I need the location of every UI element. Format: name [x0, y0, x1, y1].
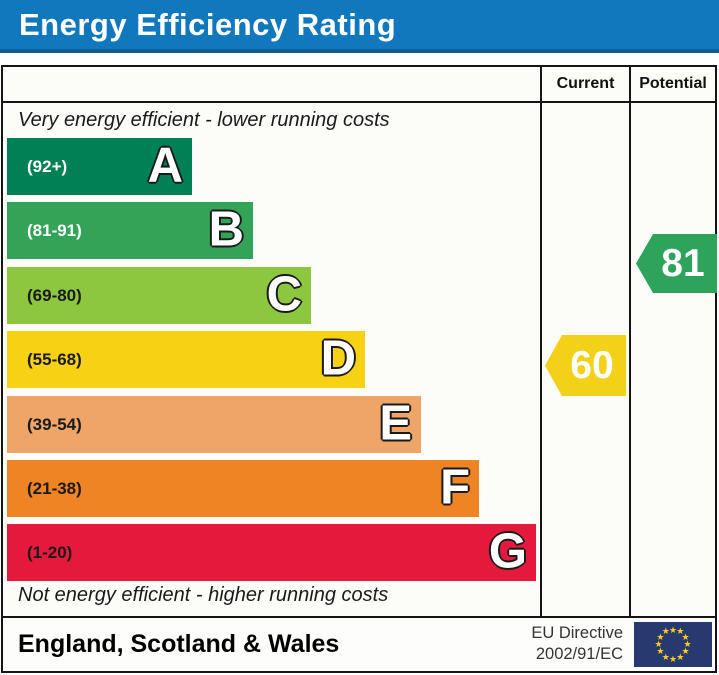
- band-letter: D: [320, 331, 356, 386]
- band-range-label: (69-80): [27, 285, 82, 305]
- band-range-label: (81-91): [27, 220, 82, 240]
- band-letter: F: [440, 460, 470, 515]
- potential-column-divider: [629, 67, 631, 616]
- band-letter: A: [147, 138, 183, 193]
- bottom-note: Not energy efficient - higher running co…: [18, 584, 389, 606]
- eu-flag-icon: ★ ★ ★ ★ ★ ★ ★ ★ ★ ★ ★ ★: [634, 622, 712, 667]
- band-letter: E: [379, 396, 412, 451]
- potential-rating-marker: 81: [636, 234, 717, 293]
- band-letter: B: [208, 202, 244, 257]
- band-row: (92+) A: [7, 138, 192, 195]
- band-letter: C: [266, 267, 302, 322]
- band-row: (39-54) E: [7, 396, 421, 453]
- band-range-label: (1-20): [27, 542, 73, 562]
- band-range-label: (39-54): [27, 414, 82, 434]
- column-header-current: Current: [556, 75, 615, 92]
- current-rating-value: 60: [570, 343, 614, 387]
- band-letter: G: [488, 524, 527, 579]
- title-bar: Energy Efficiency Rating: [0, 0, 719, 53]
- band-range-label: (21-38): [27, 478, 82, 498]
- band-row: (1-20) G: [7, 524, 536, 581]
- band-row: (21-38) F: [7, 460, 479, 517]
- band-range-label: (55-68): [27, 349, 82, 369]
- current-column-divider: [540, 67, 542, 616]
- band-row: (55-68) D: [7, 331, 365, 388]
- footer-bar: England, Scotland & Wales EU Directive 2…: [1, 616, 717, 673]
- eu-directive-line2: 2002/91/EC: [535, 645, 623, 663]
- chart-frame: Current Potential Very energy efficient …: [1, 65, 717, 618]
- top-note: Very energy efficient - lower running co…: [18, 109, 390, 131]
- band-row: (81-91) B: [7, 202, 253, 259]
- potential-rating-value: 81: [661, 241, 705, 285]
- header-row-divider: [3, 101, 715, 103]
- page-title: Energy Efficiency Rating: [19, 6, 397, 42]
- column-header-potential: Potential: [639, 75, 707, 92]
- current-rating-marker: 60: [545, 335, 626, 396]
- eu-directive-label: EU Directive 2002/91/EC: [531, 623, 623, 665]
- band-range-label: (92+): [27, 156, 68, 176]
- region-label: England, Scotland & Wales: [18, 630, 340, 658]
- band-row: (69-80) C: [7, 267, 311, 324]
- eu-directive-line1: EU Directive: [531, 624, 623, 642]
